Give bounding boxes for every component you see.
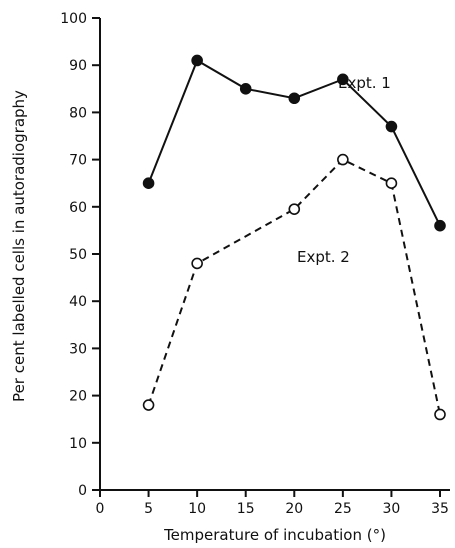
data-point <box>337 153 349 166</box>
data-point <box>385 120 398 133</box>
data-point <box>142 399 155 411</box>
data-point <box>191 54 203 67</box>
y-tick-label: 50 <box>69 247 87 263</box>
x-ticks: 0 5 10 15 20 25 30 35 <box>96 490 449 517</box>
x-tick-label: 15 <box>237 501 255 517</box>
x-tick-label: 10 <box>188 501 206 517</box>
x-tick-label: 25 <box>334 501 352 517</box>
y-tick-label: 40 <box>69 294 87 310</box>
x-tick-label: 0 <box>96 501 105 517</box>
y-tick-label: 80 <box>69 105 87 121</box>
series-label: Expt. 1 <box>338 74 391 92</box>
series-layer: Expt. 1 Expt. 2 <box>142 54 446 421</box>
series-line <box>147 158 441 415</box>
x-axis-title: Temperature of incubation (°) <box>163 526 386 544</box>
data-point <box>191 257 203 270</box>
data-point <box>385 177 398 189</box>
y-tick-label: 30 <box>69 341 87 357</box>
y-axis-title: Per cent labelled cells in autoradiograp… <box>10 90 28 402</box>
series-line <box>147 59 441 227</box>
x-tick-label: 20 <box>285 501 303 517</box>
data-point <box>239 83 252 95</box>
series-2: Expt. 2 <box>142 153 446 421</box>
data-point <box>434 408 446 421</box>
y-ticks: 0 10 20 30 40 50 60 70 80 90 100 <box>60 11 100 499</box>
y-tick-label: 10 <box>69 436 87 452</box>
series-1: Expt. 1 <box>142 54 446 232</box>
x-tick-label: 30 <box>383 501 401 517</box>
y-tick-label: 70 <box>69 153 87 169</box>
data-point <box>434 219 446 232</box>
data-point <box>288 203 301 215</box>
y-tick-label: 0 <box>78 483 87 499</box>
x-tick-label: 5 <box>144 501 153 517</box>
y-tick-label: 20 <box>69 389 87 405</box>
data-point <box>288 92 301 105</box>
series-label: Expt. 2 <box>297 248 350 266</box>
axes <box>99 18 450 491</box>
data-point <box>337 73 349 86</box>
y-tick-label: 90 <box>69 58 87 74</box>
data-point <box>142 177 155 189</box>
y-tick-label: 60 <box>69 200 87 216</box>
y-tick-label: 100 <box>60 11 87 27</box>
x-tick-label: 35 <box>431 501 449 517</box>
